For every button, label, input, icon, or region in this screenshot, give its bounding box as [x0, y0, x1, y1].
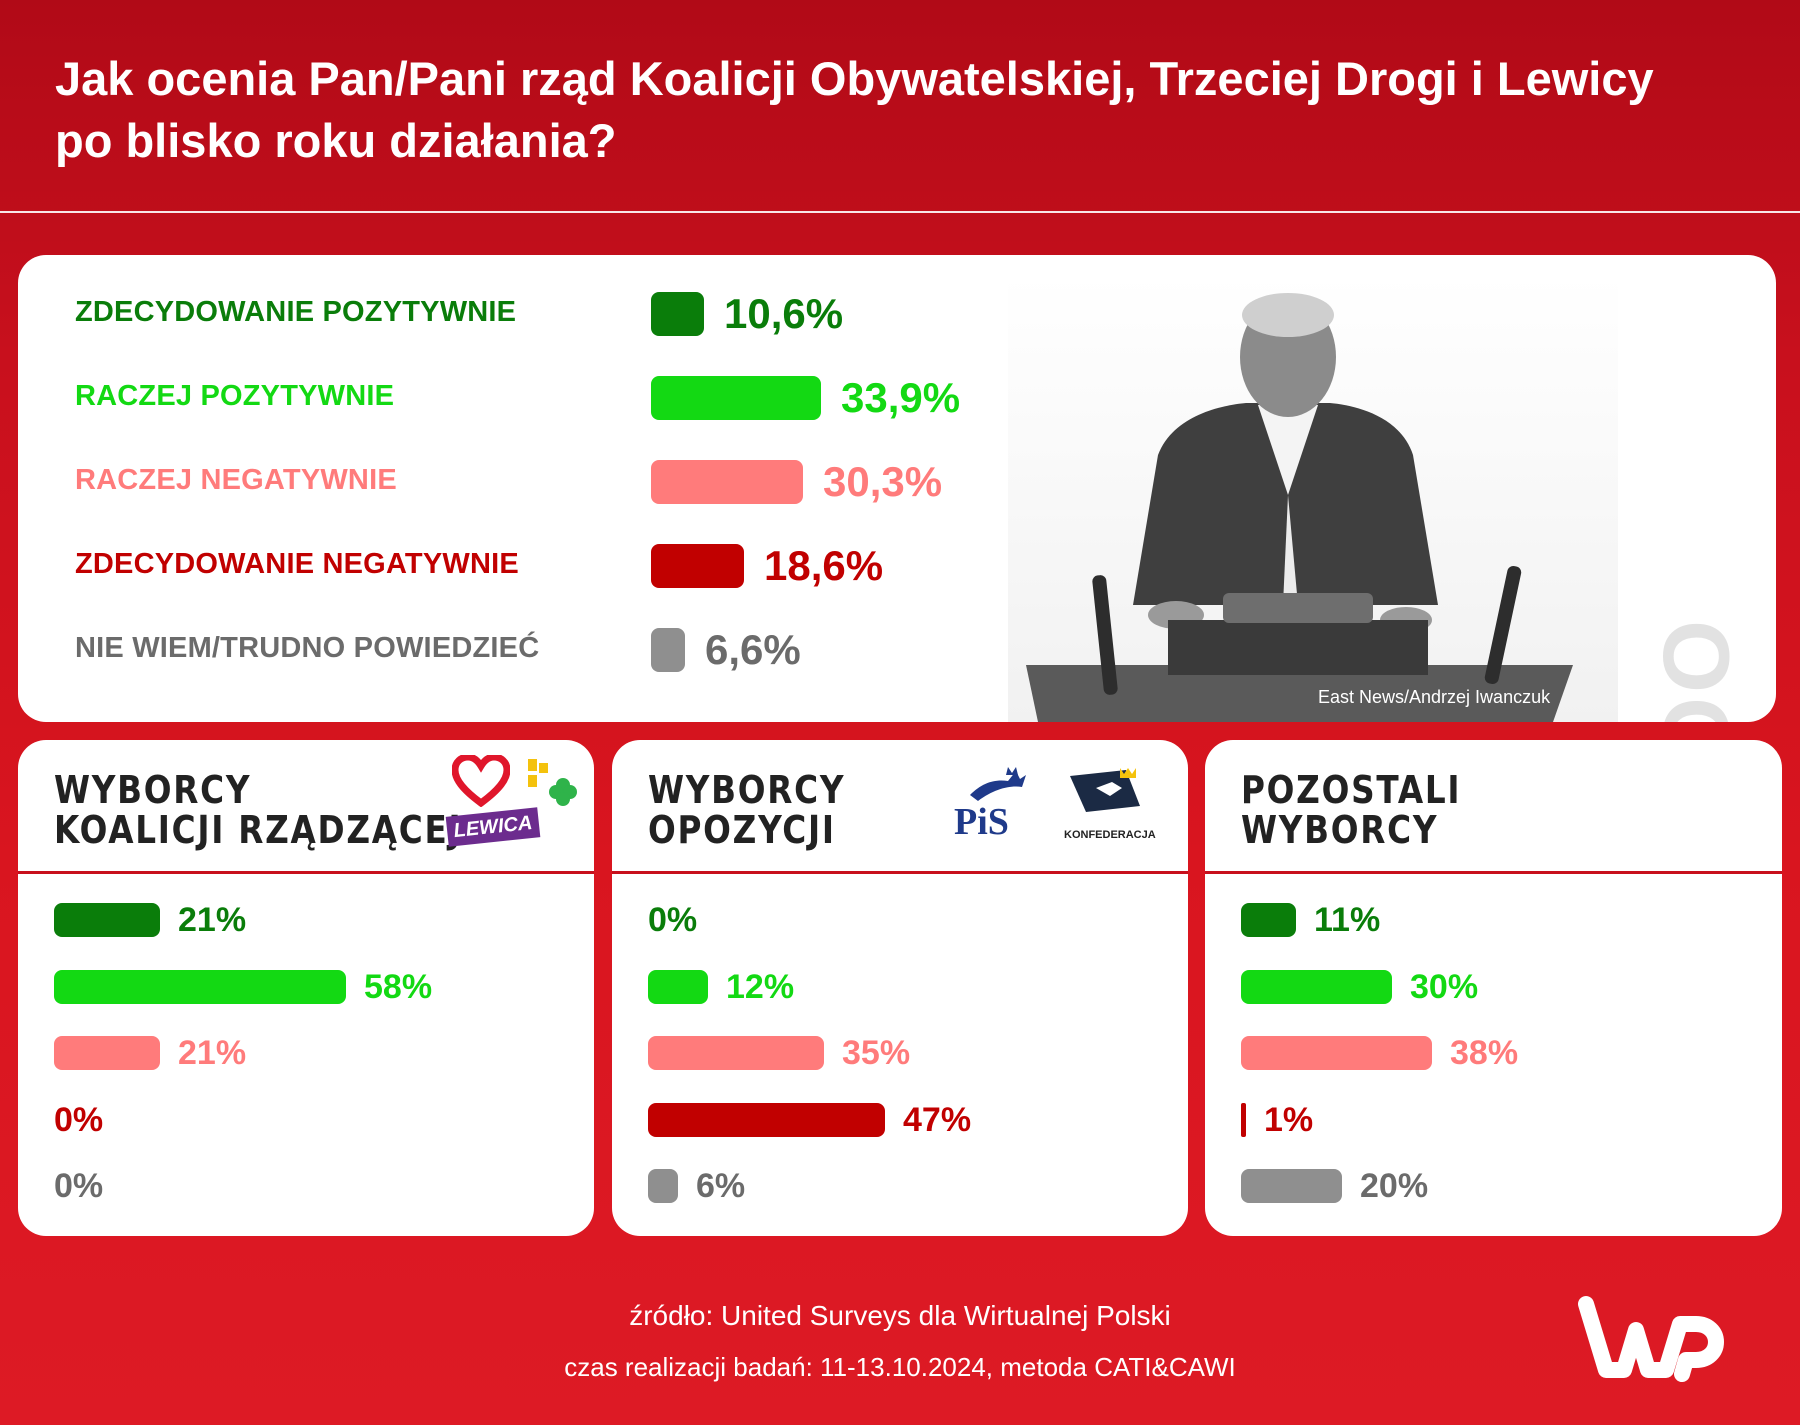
- overall-category-label: RACZEJ POZYTYWNIE: [75, 380, 395, 412]
- coalition-voters-title: WYBORCY KOALICJI RZĄDZĄCEJ: [54, 770, 462, 850]
- group-value-label: 6%: [696, 1167, 746, 1205]
- group-value-label: 20%: [1360, 1167, 1429, 1205]
- overall-value-label: 33,9%: [841, 374, 961, 421]
- photo-credit: East News/Andrzej Iwanczuk: [1318, 687, 1551, 707]
- group-bar: [1241, 1169, 1342, 1203]
- politician-photo: [1008, 275, 1618, 722]
- other-voters-card: POZOSTALI WYBORCY 11% 30% 38% 1% 20%: [1205, 740, 1782, 1236]
- group-row: 0%: [54, 1166, 574, 1206]
- group-value-label: 0%: [648, 901, 698, 939]
- group-bar: [648, 1169, 678, 1203]
- group-row: 30%: [1241, 967, 1761, 1007]
- overall-row: ZDECYDOWANIE NEGATYWNIE 18,6%: [18, 534, 1118, 594]
- overall-row: RACZEJ NEGATYWNIE 30,3%: [18, 450, 1118, 510]
- pis-logo-text: PiS: [954, 801, 1009, 843]
- group-row: 20%: [1241, 1166, 1761, 1206]
- title-divider: [0, 211, 1800, 213]
- group-value-label: 30%: [1410, 968, 1479, 1006]
- group-bar: [1241, 903, 1296, 937]
- group-bar: [648, 1103, 885, 1137]
- title-line: WYBORCY: [54, 768, 252, 812]
- title-line: POZOSTALI: [1241, 768, 1462, 812]
- overall-category-label: NIE WIEM/TRUDNO POWIEDZIEĆ: [75, 632, 540, 664]
- overall-bar: [651, 628, 685, 672]
- overall-value-label: 6,6%: [705, 626, 801, 673]
- group-bar: [1241, 1036, 1432, 1070]
- title-line: KOALICJI RZĄDZĄCEJ: [54, 808, 463, 852]
- group-value-label: 58%: [364, 968, 433, 1006]
- overall-category-label: ZDECYDOWANIE POZYTYWNIE: [75, 296, 517, 328]
- konfederacja-logo-text: KONFEDERACJA: [1064, 829, 1156, 841]
- group-row: 12%: [648, 967, 1168, 1007]
- third-way-logo: [526, 757, 550, 789]
- group-value-label: 11%: [1314, 901, 1381, 939]
- overall-bar: [651, 376, 821, 420]
- overall-row: NIE WIEM/TRUDNO POWIEDZIEĆ 6,6%: [18, 618, 1118, 678]
- overall-row: ZDECYDOWANIE POZYTYWNIE 10,6%: [18, 282, 1118, 342]
- group-row: 58%: [54, 967, 574, 1007]
- overall-bar: [651, 544, 744, 588]
- group-value-label: 12%: [726, 968, 795, 1006]
- group-row: 35%: [648, 1033, 1168, 1073]
- overall-card: ZDECYDOWANIE POZYTYWNIE 10,6% RACZEJ POZYT…: [18, 255, 1776, 722]
- opposition-voters-title: WYBORCY OPOZYCJI: [648, 770, 845, 850]
- group-bar: [648, 1036, 824, 1070]
- card-divider: [612, 871, 1188, 874]
- group-bar: [54, 970, 346, 1004]
- group-value-label: 21%: [178, 901, 247, 939]
- overall-bar: [651, 460, 803, 504]
- group-value-label: 21%: [178, 1034, 247, 1072]
- card-divider: [1205, 871, 1782, 874]
- card-divider: [18, 871, 594, 874]
- group-value-label: 47%: [903, 1101, 972, 1139]
- konfederacja-logo: [1070, 768, 1140, 812]
- overall-bar: [651, 292, 704, 336]
- title-line-2: po blisko roku działania?: [55, 114, 617, 167]
- group-value-label: 0%: [54, 1101, 104, 1139]
- group-row: 47%: [648, 1100, 1168, 1140]
- group-row: 38%: [1241, 1033, 1761, 1073]
- group-value-label: 1%: [1264, 1101, 1314, 1139]
- group-bar: [648, 970, 708, 1004]
- title-line-1: Jak ocenia Pan/Pani rząd Koalicji Obywat…: [55, 52, 1654, 105]
- group-row: 0%: [648, 900, 1168, 940]
- psl-clover-logo: [549, 778, 577, 806]
- group-value-label: 35%: [842, 1034, 911, 1072]
- group-row: 11%: [1241, 900, 1761, 940]
- group-row: 1%: [1241, 1100, 1761, 1140]
- overall-row: RACZEJ POZYTYWNIE 33,9%: [18, 366, 1118, 426]
- group-bar: [54, 1036, 160, 1070]
- title-line: WYBORCY: [648, 768, 846, 812]
- title-line: OPOZYCJI: [648, 808, 836, 852]
- overall-category-label: RACZEJ NEGATYWNIE: [75, 464, 397, 496]
- wp-logo: [1578, 1296, 1724, 1382]
- pis-eagle-logo: [970, 767, 1026, 801]
- survey-time-note: czas realizacji badań: 11-13.10.2024, me…: [564, 1352, 1236, 1382]
- group-value-label: 0%: [54, 1167, 104, 1205]
- group-value-label: 38%: [1450, 1034, 1519, 1072]
- opposition-voters-card: WYBORCY OPOZYCJI 0% 12% 35% 47% 6%: [612, 740, 1188, 1236]
- group-row: 21%: [54, 1033, 574, 1073]
- source-note: źródło: United Surveys dla Wirtualnej Po…: [629, 1300, 1171, 1331]
- group-bar: [1241, 970, 1392, 1004]
- title-line: WYBORCY: [1241, 808, 1439, 852]
- overall-side-label: OGÓŁEM: [1644, 620, 1749, 722]
- overall-category-label: ZDECYDOWANIE NEGATYWNIE: [75, 548, 519, 580]
- overall-value-label: 10,6%: [724, 290, 844, 337]
- group-row: 21%: [54, 900, 574, 940]
- overall-value-label: 30,3%: [823, 458, 943, 505]
- page-title: Jak ocenia Pan/Pani rząd Koalicji Obywat…: [55, 48, 1715, 172]
- other-voters-title: POZOSTALI WYBORCY: [1241, 770, 1461, 850]
- group-row: 0%: [54, 1100, 574, 1140]
- group-bar: [1241, 1103, 1246, 1137]
- group-bar: [54, 903, 160, 937]
- overall-value-label: 18,6%: [764, 542, 884, 589]
- ko-heart-logo: [452, 755, 510, 807]
- group-row: 6%: [648, 1166, 1168, 1206]
